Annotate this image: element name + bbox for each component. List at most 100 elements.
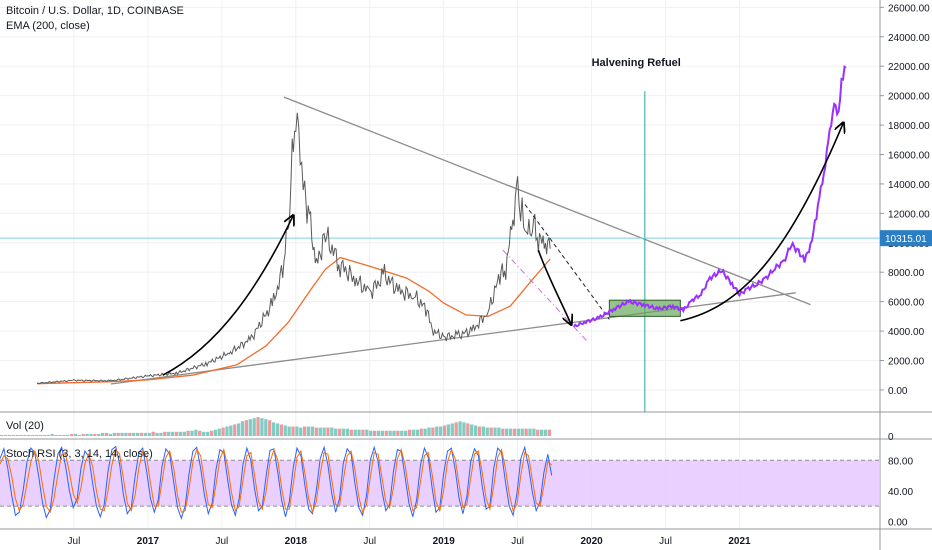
volume-bar xyxy=(178,431,182,436)
volume-bar xyxy=(279,424,284,436)
volume-bar xyxy=(341,428,346,436)
volume-bar xyxy=(505,428,509,436)
volume-bar xyxy=(3,434,8,436)
y-tick-label: 14000.00 xyxy=(888,180,930,191)
x-tick-label: 2018 xyxy=(285,536,308,547)
volume-bar xyxy=(388,430,392,436)
x-tick-label: 2017 xyxy=(137,536,160,547)
volume-bar xyxy=(143,432,148,436)
y-tick-label: 2000.00 xyxy=(888,357,925,368)
stoch-k-line xyxy=(0,445,553,520)
volume-bar xyxy=(376,430,381,436)
volume-pane-label: Vol (20) xyxy=(6,420,44,432)
volume-bar xyxy=(326,427,330,436)
volume-bar xyxy=(112,432,116,436)
volume-bar xyxy=(497,427,501,436)
ema-line xyxy=(36,256,551,385)
volume-bar xyxy=(225,426,229,436)
volume-bar xyxy=(190,430,194,436)
trend-arrow xyxy=(537,249,571,324)
volume-bar xyxy=(15,434,19,436)
volume-bar xyxy=(198,430,202,436)
volume-bar xyxy=(135,432,140,436)
y-tick-label: 8000.00 xyxy=(888,268,925,279)
volume-bar xyxy=(334,428,338,436)
stoch-axis-label: 40.00 xyxy=(888,487,913,498)
volume-bar xyxy=(547,429,552,436)
volume-bar xyxy=(186,430,190,436)
volume-bar xyxy=(248,419,252,436)
volume-bar xyxy=(306,426,311,436)
volume-bar xyxy=(182,431,186,436)
volume-bar xyxy=(419,428,423,436)
volume-bar xyxy=(213,429,217,436)
volume-bar xyxy=(423,428,427,436)
volume-bar xyxy=(240,421,245,436)
y-tick-label: 26000.00 xyxy=(888,3,930,14)
volume-bar xyxy=(404,430,408,436)
symbol-title: Bitcoin / U.S. Dollar, 1D, COINBASE xyxy=(6,5,184,17)
last-price-tag xyxy=(880,230,932,247)
y-tick-label: 6000.00 xyxy=(888,298,925,309)
volume-bar xyxy=(361,429,365,436)
projection-guide-line xyxy=(524,204,610,320)
volume-bar xyxy=(481,426,486,436)
x-tick-label: Jul xyxy=(215,536,228,547)
volume-bar xyxy=(349,429,353,436)
y-tick-label: 18000.00 xyxy=(888,121,930,132)
volume-axis-label: 0 xyxy=(888,432,894,443)
volume-bar xyxy=(446,424,451,436)
volume-bar xyxy=(512,428,517,436)
x-tick-label: Jul xyxy=(363,536,376,547)
volume-bar xyxy=(400,430,404,436)
volume-bar xyxy=(85,433,89,436)
volume-bar xyxy=(314,427,318,436)
volume-bar xyxy=(31,434,35,436)
volume-bar xyxy=(439,426,443,436)
volume-bar xyxy=(50,433,54,436)
volume-bar xyxy=(124,432,128,436)
y-tick-label: 12000.00 xyxy=(888,209,930,220)
volume-bar xyxy=(407,429,412,436)
volume-bar xyxy=(322,427,326,436)
volume-bar xyxy=(396,430,400,436)
volume-bar xyxy=(520,428,524,436)
volume-bar xyxy=(501,428,505,436)
projection-line xyxy=(573,65,847,328)
volume-bar xyxy=(330,427,334,436)
x-tick-label: 2020 xyxy=(580,536,603,547)
volume-bar xyxy=(431,427,435,436)
volume-bar xyxy=(205,431,210,436)
stoch-band xyxy=(0,460,880,507)
volume-bar xyxy=(489,427,493,436)
y-tick-label: 24000.00 xyxy=(888,33,930,44)
stoch-axis-label: 0.00 xyxy=(888,517,908,528)
stoch-axis-label: 80.00 xyxy=(888,456,913,467)
volume-bar xyxy=(275,423,280,436)
volume-bar xyxy=(163,431,167,436)
volume-bar xyxy=(540,429,544,436)
volume-bar xyxy=(104,432,109,436)
volume-bar xyxy=(151,431,155,436)
volume-bar xyxy=(139,432,144,436)
trend-arrow xyxy=(162,216,293,376)
volume-bar xyxy=(435,426,439,436)
y-tick-label: 16000.00 xyxy=(888,151,930,162)
volume-bar xyxy=(454,422,458,436)
volume-bar xyxy=(462,422,466,436)
volume-bar xyxy=(353,429,357,436)
volume-bar xyxy=(450,423,454,436)
volume-bar xyxy=(194,429,198,436)
volume-bar xyxy=(365,429,369,436)
projection-guide-line xyxy=(502,249,589,344)
volume-bar xyxy=(116,432,120,436)
x-tick-label: 2021 xyxy=(728,536,751,547)
volume-bar xyxy=(303,426,307,436)
price-line xyxy=(36,112,551,385)
volume-bar xyxy=(442,425,447,436)
volume-bar xyxy=(81,433,85,436)
volume-bar xyxy=(19,434,23,436)
volume-bar xyxy=(392,430,396,436)
stoch-d-line xyxy=(0,447,553,514)
